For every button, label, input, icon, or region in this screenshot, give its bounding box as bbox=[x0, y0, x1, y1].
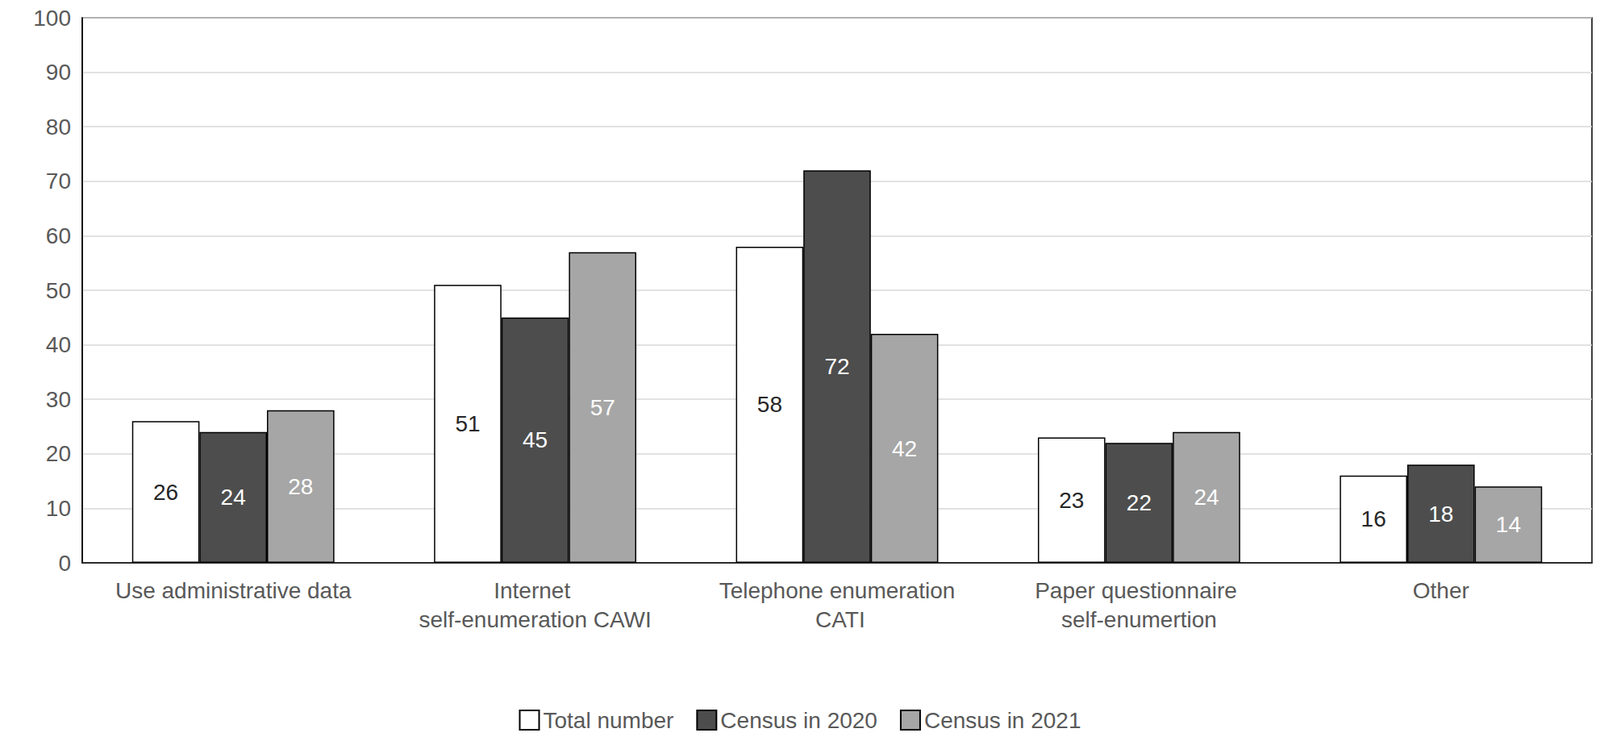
svg-text:42: 42 bbox=[891, 436, 917, 462]
svg-text:80: 80 bbox=[45, 114, 71, 140]
svg-text:51: 51 bbox=[454, 411, 480, 437]
svg-text:26: 26 bbox=[153, 479, 179, 505]
svg-text:22: 22 bbox=[1126, 490, 1152, 516]
svg-text:Telephone enumeration: Telephone enumeration bbox=[719, 578, 956, 604]
svg-text:24: 24 bbox=[220, 484, 246, 510]
svg-text:Census in 2021: Census in 2021 bbox=[924, 708, 1082, 734]
svg-text:72: 72 bbox=[824, 354, 850, 380]
svg-text:60: 60 bbox=[45, 223, 71, 249]
svg-text:24: 24 bbox=[1193, 484, 1219, 510]
svg-text:Paper questionnaire: Paper questionnaire bbox=[1034, 578, 1243, 604]
svg-text:70: 70 bbox=[45, 168, 71, 194]
svg-text:28: 28 bbox=[287, 474, 313, 500]
svg-text:18: 18 bbox=[1428, 501, 1454, 527]
svg-text:40: 40 bbox=[45, 332, 71, 358]
svg-text:57: 57 bbox=[590, 395, 616, 421]
svg-text:0: 0 bbox=[58, 550, 71, 576]
svg-text:58: 58 bbox=[757, 391, 783, 417]
svg-text:CATI: CATI bbox=[808, 607, 865, 633]
svg-text:23: 23 bbox=[1058, 487, 1084, 513]
svg-text:Other: Other bbox=[1412, 578, 1470, 604]
svg-text:10: 10 bbox=[45, 495, 71, 521]
svg-text:45: 45 bbox=[522, 427, 548, 453]
svg-text:100: 100 bbox=[33, 5, 71, 31]
svg-text:self-enumertion: self-enumertion bbox=[1061, 607, 1217, 633]
svg-text:50: 50 bbox=[45, 278, 71, 304]
svg-text:14: 14 bbox=[1495, 512, 1521, 538]
svg-text:Use administrative data: Use administrative data bbox=[115, 578, 352, 604]
svg-text:Internet: Internet bbox=[493, 578, 577, 604]
svg-text:Census in 2020: Census in 2020 bbox=[720, 708, 878, 734]
svg-text:self-enumeration CAWI: self-enumeration CAWI bbox=[418, 607, 651, 633]
svg-text:30: 30 bbox=[45, 387, 71, 413]
svg-text:Total number: Total number bbox=[542, 708, 674, 734]
svg-text:20: 20 bbox=[45, 441, 71, 467]
svg-text:90: 90 bbox=[45, 59, 71, 85]
svg-text:16: 16 bbox=[1361, 506, 1387, 532]
